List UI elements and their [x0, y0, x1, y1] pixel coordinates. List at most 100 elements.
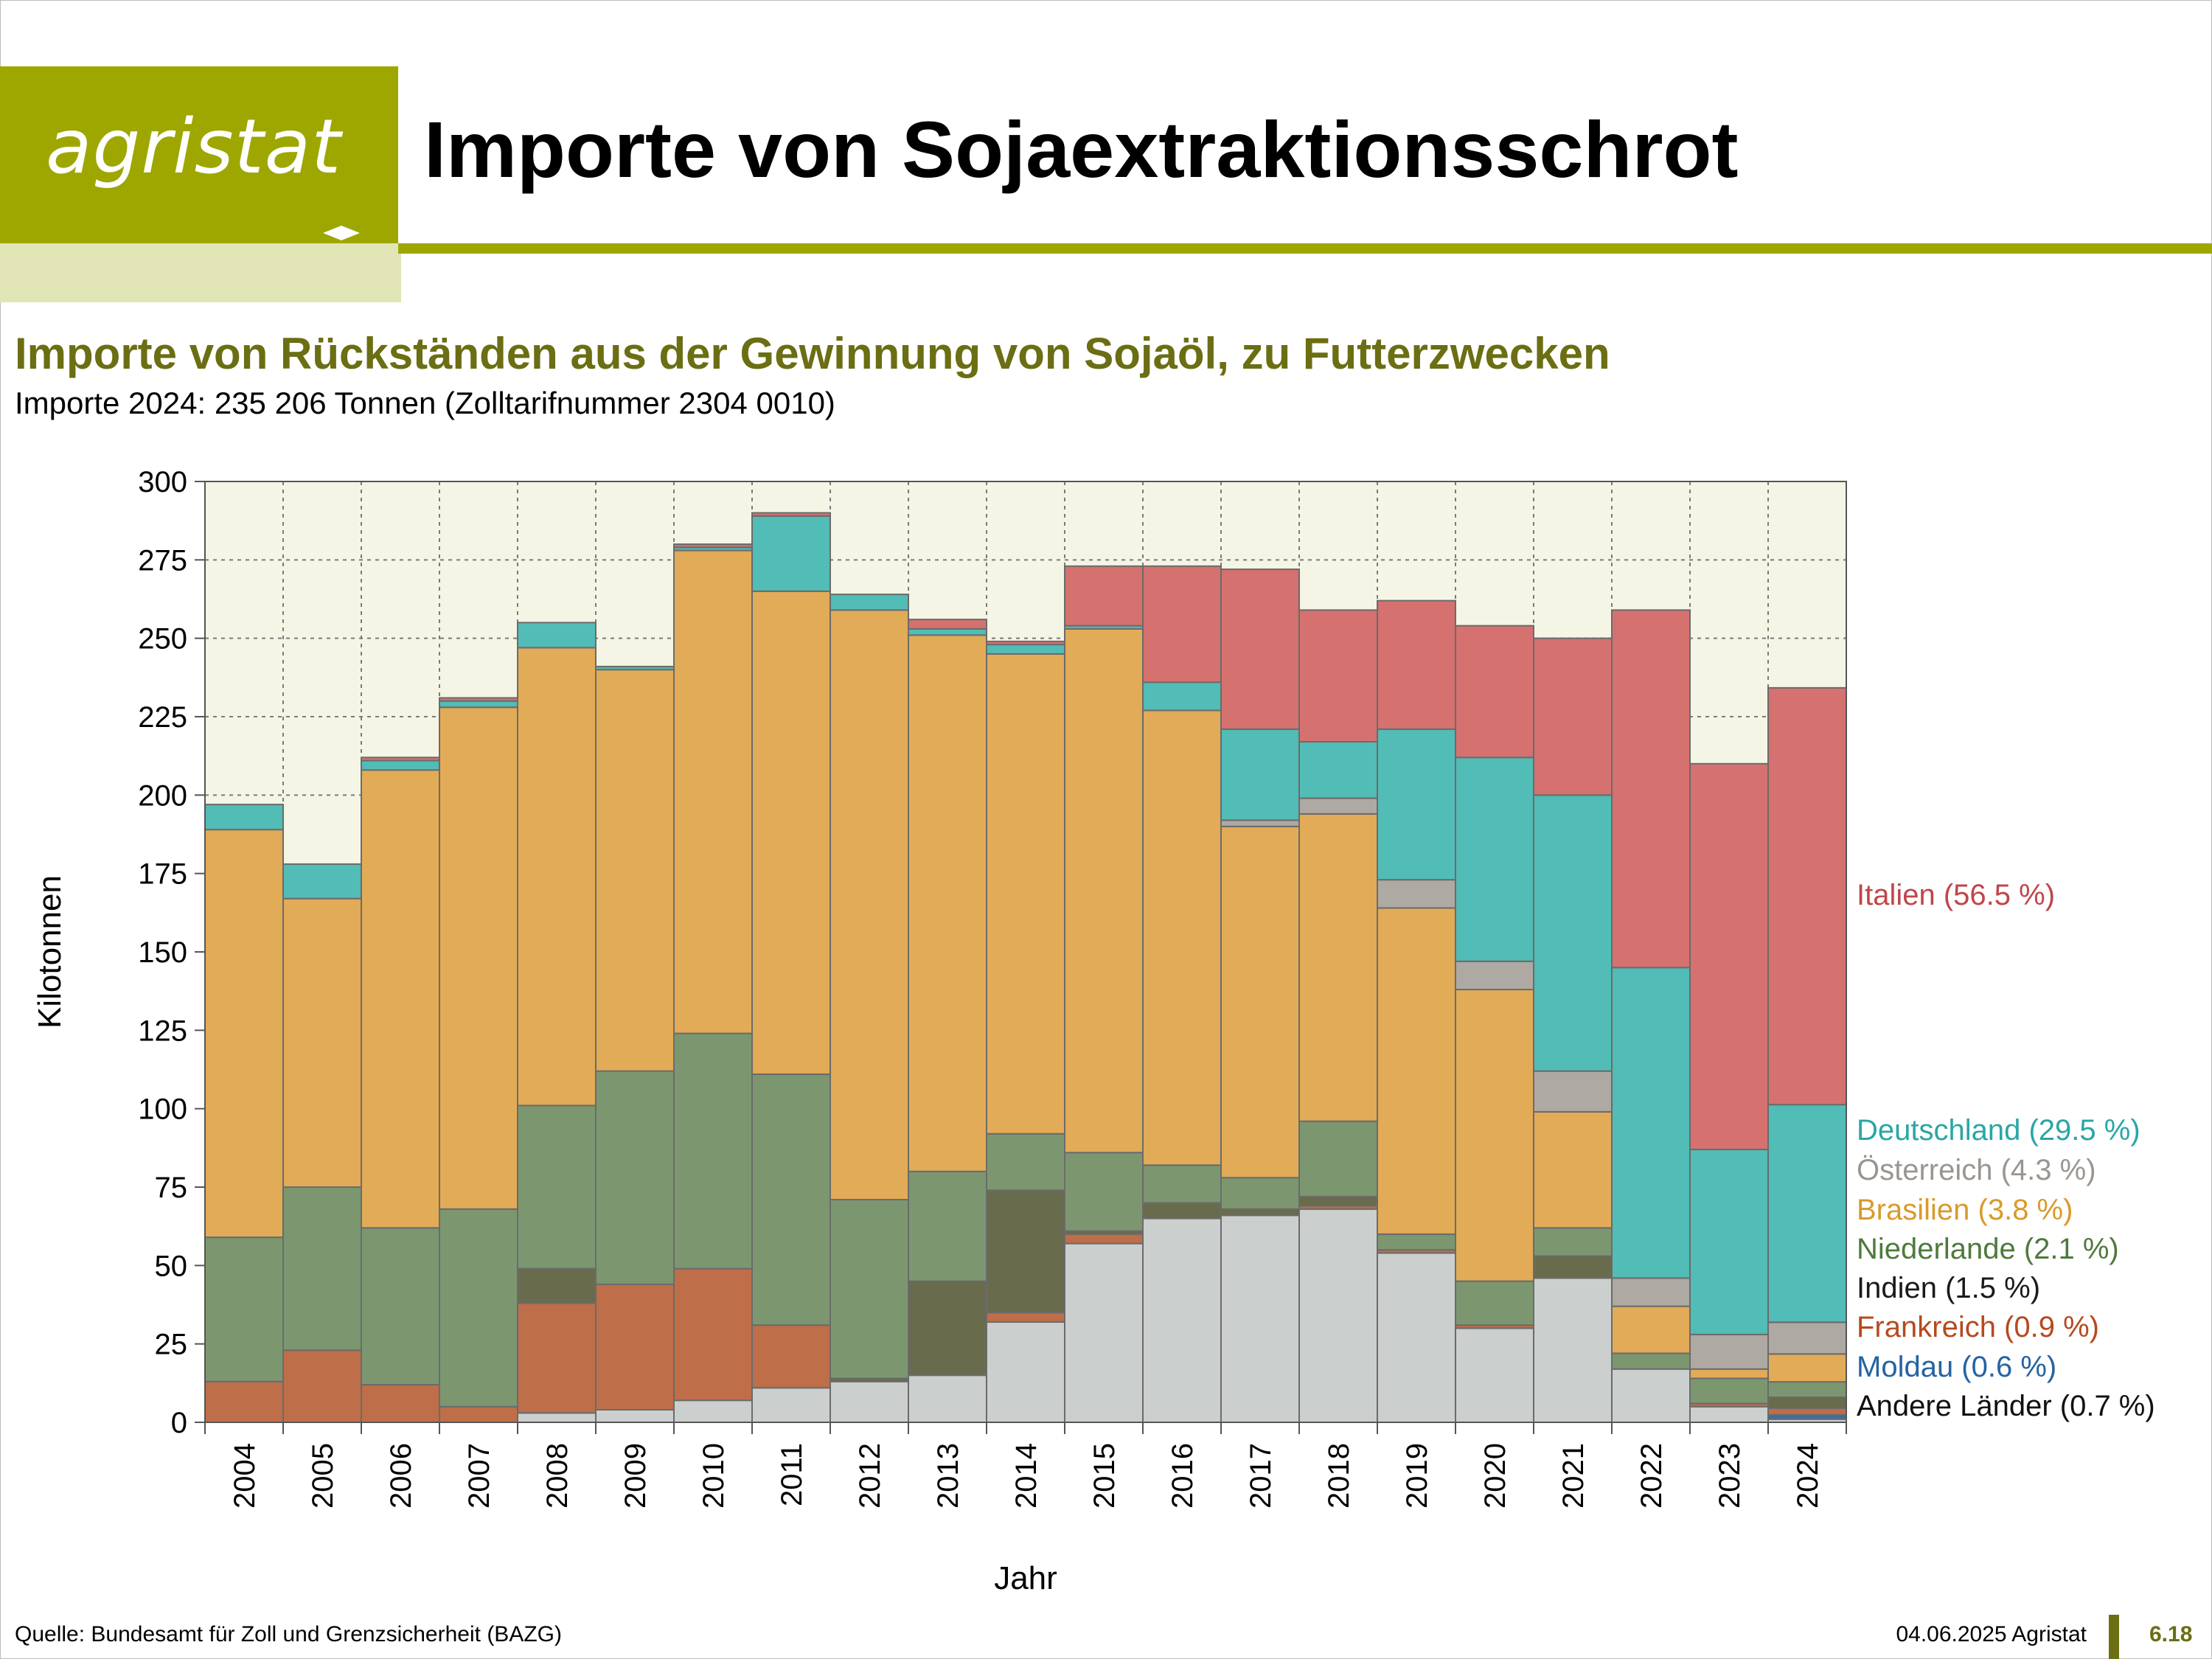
y-tick-label: 250: [138, 623, 187, 655]
legend-label-frankreich: Frankreich (0.9 %): [1857, 1311, 2099, 1343]
bar-segment-österreich: [1220, 819, 1300, 827]
bar-segment-italien: [1142, 565, 1222, 684]
x-tick-label: 2018: [1323, 1443, 1355, 1509]
x-tick-label: 2013: [932, 1443, 964, 1509]
y-tick-label: 50: [155, 1250, 188, 1282]
y-tick-label: 25: [155, 1329, 188, 1361]
header-rule: [398, 243, 2212, 254]
page-number: 6.18: [2149, 1622, 2193, 1646]
bar-segment-niederlande: [439, 1208, 518, 1408]
y-axis-label: Kilotonnen: [32, 875, 68, 1029]
y-tick-label: 200: [138, 779, 187, 812]
bar-segment-andere-länder: [830, 1380, 909, 1423]
bar-segment-niederlande: [1377, 1233, 1456, 1251]
bar-segment-deutschland: [517, 622, 597, 649]
bar-segment-italien: [1689, 762, 1769, 1150]
bar-segment-deutschland: [1455, 757, 1534, 962]
bar-segment-frankreich: [282, 1349, 362, 1424]
bar-segment-indien: [517, 1267, 597, 1304]
x-tick-label: 2010: [698, 1443, 730, 1509]
legend-label-deutschland: Deutschland (29.5 %): [1857, 1114, 2140, 1147]
bar-segment-andere-länder: [1298, 1208, 1378, 1423]
y-tick-label: 100: [138, 1093, 187, 1126]
bar-segment-österreich: [1767, 1321, 1847, 1355]
bar-segment-brasilien: [595, 669, 675, 1072]
x-tick-label: 2014: [1010, 1443, 1043, 1509]
bar-segment-andere-länder: [595, 1408, 675, 1424]
bar-segment-deutschland: [1767, 1104, 1847, 1324]
y-tick-label: 275: [138, 544, 187, 577]
bar-segment-andere-länder: [1220, 1214, 1300, 1424]
bar-segment-österreich: [1689, 1333, 1769, 1370]
bar-segment-deutschland: [1142, 681, 1222, 712]
bar-segment-brasilien: [282, 897, 362, 1189]
bar-segment-italien: [986, 640, 1065, 646]
x-tick-label: 2004: [229, 1443, 261, 1509]
bar-segment-deutschland: [1377, 728, 1456, 881]
footer-divider: [2109, 1615, 2119, 1659]
bar-segment-brasilien: [1611, 1305, 1691, 1354]
bar-segment-italien: [1377, 599, 1456, 731]
bar-segment-brasilien: [908, 634, 987, 1172]
bar-segment-italien: [908, 619, 987, 630]
x-tick-label: 2020: [1479, 1443, 1512, 1509]
bar-segment-indien: [986, 1189, 1065, 1314]
bar-segment-italien: [673, 543, 753, 549]
bar-segment-deutschland: [1533, 794, 1613, 1072]
bar-segment-niederlande: [595, 1070, 675, 1285]
bar-segment-niederlande: [1142, 1164, 1222, 1204]
logo-accent-block: [0, 243, 401, 302]
bar-segment-indien: [1533, 1255, 1613, 1279]
bar-segment-italien: [751, 512, 831, 517]
bar-segment-frankreich: [673, 1267, 753, 1402]
chart-summary-line: Importe 2024: 235 206 Tonnen (Zolltarifn…: [15, 386, 835, 420]
bar-segment-deutschland: [1611, 967, 1691, 1279]
x-tick-label: 2021: [1557, 1443, 1590, 1509]
bar-segment-brasilien: [1689, 1368, 1769, 1380]
page-title: Importe von Sojaextraktionsschrot: [424, 105, 1739, 194]
bar-segment-andere-länder: [1064, 1242, 1144, 1424]
bar-segment-niederlande: [986, 1133, 1065, 1192]
bar-segment-österreich: [1377, 879, 1456, 909]
x-tick-label: 2009: [619, 1443, 652, 1509]
bar-segment-niederlande: [1533, 1227, 1613, 1257]
x-tick-label: 2023: [1714, 1443, 1746, 1509]
bar-segment-deutschland: [1689, 1148, 1769, 1335]
bar-segment-brasilien: [751, 590, 831, 1075]
bar-segment-niederlande: [1611, 1352, 1691, 1370]
bar-segment-frankreich: [986, 1312, 1065, 1323]
bar-segment-andere-länder: [986, 1321, 1065, 1423]
bar-segment-österreich: [1455, 960, 1534, 991]
bar-segment-brasilien: [1142, 709, 1222, 1166]
bar-segment-deutschland: [204, 804, 284, 831]
bar-segment-frankreich: [361, 1383, 440, 1423]
footer-date: 04.06.2025 Agristat: [1896, 1622, 2087, 1646]
bar-segment-deutschland: [439, 700, 518, 709]
bar-segment-niederlande: [908, 1170, 987, 1282]
y-tick-label: 150: [138, 936, 187, 969]
bar-segment-deutschland: [282, 863, 362, 900]
bar-segment-frankreich: [1767, 1407, 1847, 1416]
bar-segment-deutschland: [1298, 741, 1378, 799]
y-tick-label: 75: [155, 1172, 188, 1204]
x-tick-label: 2017: [1245, 1443, 1277, 1509]
x-axis-label: Jahr: [994, 1560, 1057, 1596]
legend-label-indien: Indien (1.5 %): [1857, 1272, 2040, 1304]
legend-label-andere: Andere Länder (0.7 %): [1857, 1390, 2155, 1422]
bar-segment-brasilien: [1298, 813, 1378, 1122]
bar-segment-indien: [1767, 1396, 1847, 1409]
bar-segment-frankreich: [595, 1283, 675, 1411]
y-tick-label: 125: [138, 1015, 187, 1047]
bar-segment-italien: [1455, 625, 1534, 759]
bar-segment-italien: [1220, 568, 1300, 731]
bar-segment-andere-länder: [1142, 1217, 1222, 1423]
bar-segment-österreich: [1611, 1277, 1691, 1307]
bar-segment-niederlande: [204, 1237, 284, 1382]
bar-segment-brasilien: [986, 653, 1065, 1135]
bar-segment-österreich: [1298, 797, 1378, 815]
bar-segment-niederlande: [1064, 1152, 1144, 1232]
bar-segment-andere-länder: [1455, 1327, 1534, 1424]
x-tick-label: 2007: [463, 1443, 495, 1509]
plot-border: [204, 481, 1847, 1423]
